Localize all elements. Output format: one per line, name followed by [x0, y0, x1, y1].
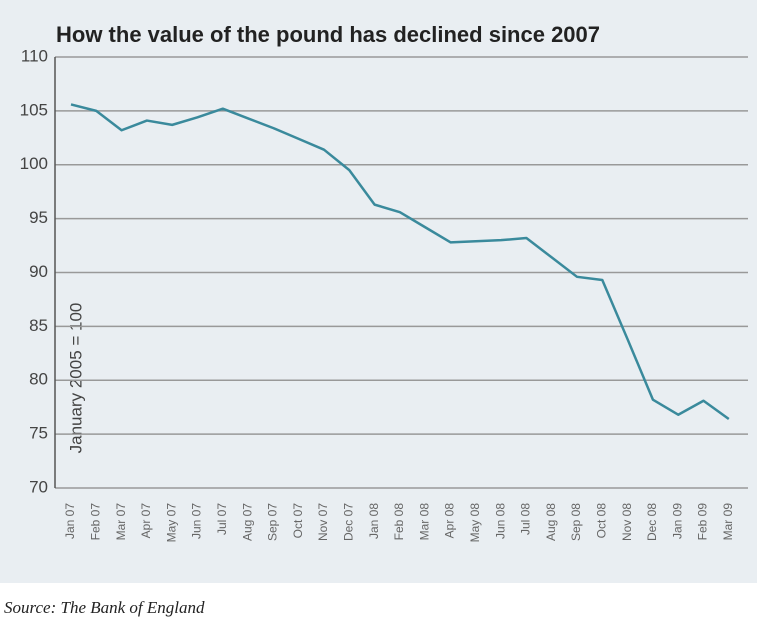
x-tick-label: Apr 07 [139, 503, 153, 539]
y-tick-label: 110 [21, 46, 48, 65]
y-tick-label: 105 [20, 100, 48, 119]
x-tick-label: Jul 08 [519, 503, 533, 535]
x-tick-label: Feb 07 [88, 503, 102, 541]
x-tick-label: Jun 07 [190, 503, 204, 539]
x-tick-label: Mar 08 [417, 503, 431, 541]
chart-title: How the value of the pound has declined … [56, 22, 600, 47]
x-tick-label: Aug 07 [240, 503, 254, 541]
x-tick-label: Feb 09 [696, 503, 710, 541]
x-tick-label: Oct 08 [594, 503, 608, 539]
x-tick-label: Jan 09 [670, 503, 684, 539]
y-tick-label: 100 [20, 154, 48, 173]
x-tick-label: Sep 07 [266, 503, 280, 541]
x-tick-label: Nov 08 [620, 503, 634, 541]
x-tick-label: Jul 07 [215, 503, 229, 535]
x-tick-label: Dec 08 [645, 503, 659, 541]
x-tick-label: Jan 08 [367, 503, 381, 539]
x-tick-label: Jan 07 [63, 503, 77, 539]
x-tick-label: Aug 08 [544, 503, 558, 541]
y-axis-label: January 2005 = 100 [66, 303, 85, 454]
x-tick-label: Dec 07 [341, 503, 355, 541]
y-tick-label: 75 [29, 424, 48, 443]
source: Source: The Bank of England [4, 598, 205, 617]
x-tick-label: Mar 07 [114, 503, 128, 541]
x-tick-label: Feb 08 [392, 503, 406, 541]
y-tick-label: 85 [29, 316, 48, 335]
x-tick-label: Jun 08 [493, 503, 507, 539]
x-tick-label: Mar 09 [721, 503, 735, 541]
y-tick-label: 70 [29, 477, 48, 496]
y-tick-label: 95 [29, 208, 48, 227]
y-tick-label: 90 [29, 262, 48, 281]
x-tick-label: Nov 07 [316, 503, 330, 541]
x-tick-label: May 08 [468, 503, 482, 543]
x-tick-label: May 07 [164, 503, 178, 543]
panel [0, 0, 757, 583]
x-tick-label: Apr 08 [443, 503, 457, 539]
y-tick-label: 80 [29, 370, 48, 389]
x-tick-label: Sep 08 [569, 503, 583, 541]
line [70, 103, 730, 421]
x-tick-label: Oct 07 [291, 503, 305, 539]
